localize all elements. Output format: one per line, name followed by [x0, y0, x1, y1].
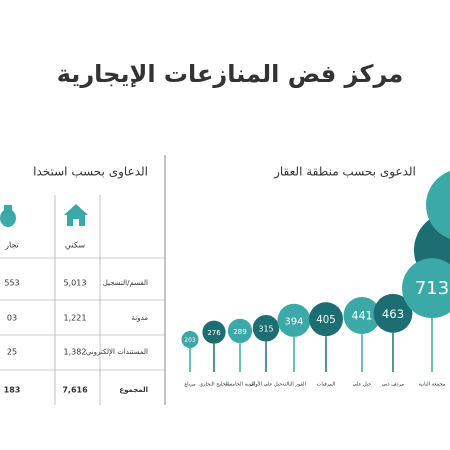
row-label: المجموع [119, 386, 148, 394]
category-label: مجمعة الثانية [418, 382, 445, 388]
cell: 553 [4, 279, 19, 288]
balloon [308, 302, 344, 337]
cell: 1,382 [64, 348, 87, 357]
category-label: جبل علي [353, 382, 372, 388]
cell: 183 [4, 386, 21, 395]
category-label: الخليج التجاري [199, 382, 229, 388]
cell: 1,221 [64, 314, 87, 323]
value-label: 289 [233, 327, 247, 336]
column-header: سكني [65, 241, 86, 250]
house-icon [64, 204, 88, 226]
column-header: تجار [4, 241, 19, 250]
chart-title: الدعوى بحسب منطقة العقار [273, 165, 416, 180]
category-label: المرقبات [317, 382, 336, 388]
cell: 5,013 [64, 279, 87, 288]
money-icon [0, 205, 16, 227]
balloon-chart: 203 مرباع 276 الخليج التجاري 289 الثنية الخام… [181, 258, 450, 388]
category-label: القوز الثالثة [282, 382, 306, 388]
balloon [227, 318, 253, 344]
row-label: القسم/التسجيل [103, 279, 148, 287]
cell: 03 [7, 314, 17, 323]
value-label: 713 [415, 278, 449, 299]
category-label: مردف دبي [382, 382, 405, 388]
balloon [181, 331, 199, 349]
value-label: 394 [285, 316, 304, 327]
balloon [402, 258, 450, 319]
table: سكني تجار القسم/التسجيل 5,013 553 مدونة 1,221 0… [0, 195, 165, 405]
balloon [277, 303, 311, 337]
balloon [252, 315, 280, 342]
row-label: مدونة [131, 314, 148, 322]
category-label: مرباع [184, 382, 196, 388]
page-title: مركز فض المنازعات الإيجارية [57, 60, 403, 88]
balloon [373, 293, 413, 333]
value-label: 315 [258, 325, 273, 334]
category-label: الثنية الخامسة [225, 382, 254, 388]
cell: 25 [7, 348, 17, 357]
category-label: جبل علي الأولى [250, 381, 283, 388]
value-label: 441 [351, 310, 372, 323]
value-label: 405 [316, 315, 335, 326]
table-title: الدعاوى بحسب استخدا [33, 165, 148, 180]
balloon [343, 297, 381, 335]
value-label: 203 [184, 337, 196, 344]
cell: 7,616 [62, 386, 88, 395]
cut-balloon [426, 171, 450, 239]
value-label: 463 [382, 307, 404, 321]
row-label: المستندات الإلكتروني [86, 348, 148, 356]
value-label: 276 [207, 329, 220, 337]
balloon [202, 320, 226, 344]
